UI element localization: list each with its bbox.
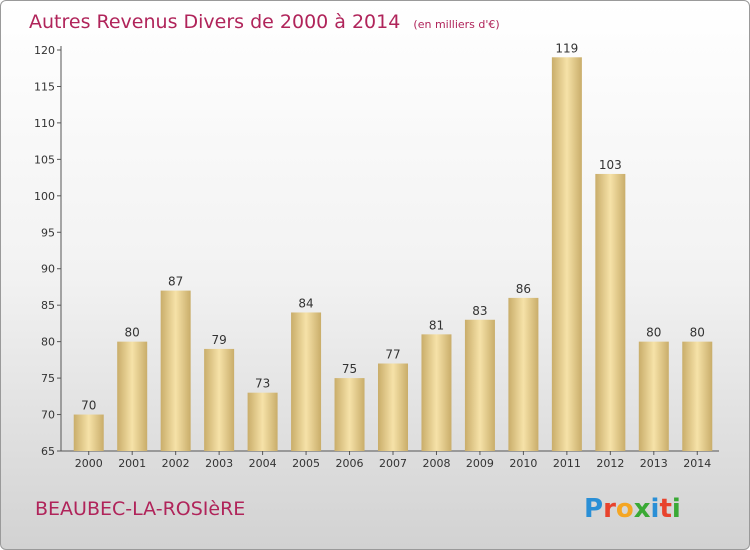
town-name: BEAUBEC-LA-ROSIèRE	[35, 498, 245, 520]
bar-value-label: 83	[472, 304, 487, 318]
y-tick-label: 105	[34, 153, 55, 166]
x-tick-label: 2012	[596, 457, 624, 470]
x-tick-label: 2010	[509, 457, 537, 470]
y-tick-label: 65	[41, 445, 55, 458]
bar	[73, 414, 104, 451]
y-tick-label: 100	[34, 190, 55, 203]
logo-letter: i	[672, 494, 681, 524]
bar	[117, 341, 148, 451]
bar	[464, 319, 495, 451]
bar-value-label: 84	[298, 296, 313, 310]
logo-letter: t	[659, 494, 671, 524]
y-tick-label: 115	[34, 80, 55, 93]
bar-value-label: 77	[385, 348, 400, 362]
bar-value-label: 103	[599, 158, 622, 172]
bar	[682, 341, 713, 451]
bar	[160, 290, 191, 451]
x-tick-label: 2006	[336, 457, 364, 470]
x-tick-label: 2007	[379, 457, 407, 470]
y-tick-label: 75	[41, 372, 55, 385]
x-tick-label: 2000	[75, 457, 103, 470]
x-tick-label: 2002	[162, 457, 190, 470]
bar-value-label: 75	[342, 362, 357, 376]
logo-letter: r	[603, 494, 616, 524]
x-tick-label: 2008	[422, 457, 450, 470]
y-tick-label: 80	[41, 336, 55, 349]
bar-value-label: 81	[429, 318, 444, 332]
x-tick-label: 2013	[640, 457, 668, 470]
bar	[508, 297, 539, 451]
y-tick-label: 90	[41, 263, 55, 276]
bar-value-label: 119	[555, 41, 578, 55]
bar	[204, 348, 235, 451]
logo-letter: i	[651, 494, 660, 524]
y-tick-label: 110	[34, 117, 55, 130]
x-tick-label: 2004	[249, 457, 277, 470]
y-tick-label: 70	[41, 409, 55, 422]
bar	[378, 363, 408, 451]
bar-value-label: 80	[646, 326, 661, 340]
bar-value-label: 86	[516, 282, 531, 296]
chart-title-main: Autres Revenus Divers de 2000 à 2014	[29, 11, 400, 33]
bar-value-label: 80	[690, 326, 705, 340]
bar	[291, 312, 322, 451]
x-tick-label: 2009	[466, 457, 494, 470]
bar-value-label: 73	[255, 377, 270, 391]
x-tick-label: 2005	[292, 457, 320, 470]
bar	[334, 378, 365, 451]
chart-title: Autres Revenus Divers de 2000 à 2014 (en…	[29, 11, 500, 33]
logo-letter: x	[634, 494, 651, 524]
x-tick-label: 2001	[118, 457, 146, 470]
chart-bars: 70 2000 80 2001 87 2002 79 2003 73 2004 84 2005 75 20…	[73, 41, 713, 470]
bar	[421, 334, 452, 451]
y-tick-label: 95	[41, 226, 55, 239]
chart-title-unit: (en milliers d'€)	[413, 18, 499, 31]
bar	[638, 341, 669, 451]
bar-value-label: 80	[125, 326, 140, 340]
y-tick-label: 120	[34, 44, 55, 57]
bar	[551, 57, 582, 452]
bar-value-label: 79	[211, 333, 226, 347]
logo-letter: P	[584, 494, 603, 524]
x-tick-label: 2003	[205, 457, 233, 470]
logo-letter: o	[616, 494, 634, 524]
bar-value-label: 70	[81, 399, 96, 413]
y-tick-label: 85	[41, 299, 55, 312]
x-tick-label: 2011	[553, 457, 581, 470]
x-tick-label: 2014	[683, 457, 711, 470]
proxiti-logo: Proxiti	[584, 494, 681, 524]
bar	[247, 392, 278, 451]
bar	[595, 173, 626, 452]
bar-value-label: 87	[168, 275, 183, 289]
